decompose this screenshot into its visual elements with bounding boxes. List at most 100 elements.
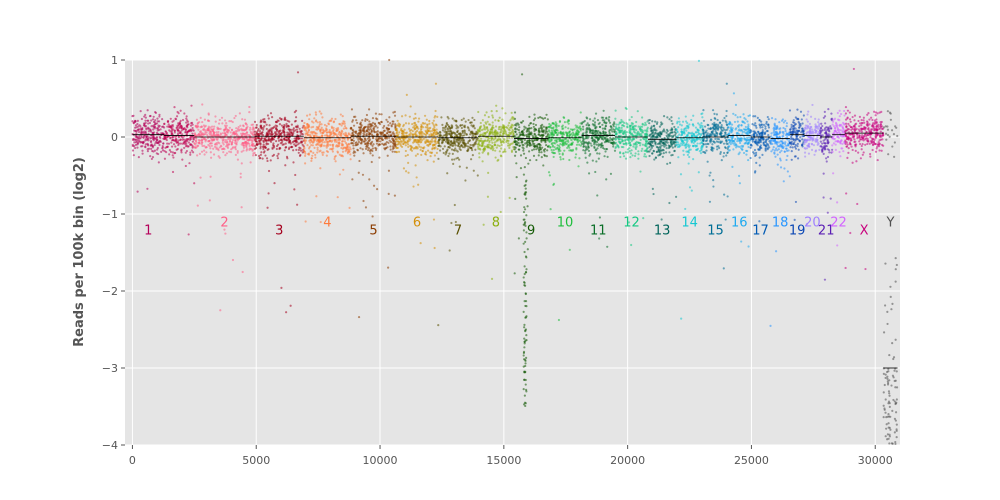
data-point <box>646 130 649 133</box>
data-point <box>667 133 670 136</box>
data-point <box>241 118 244 121</box>
data-point <box>503 128 506 131</box>
data-point <box>404 122 408 125</box>
data-point <box>276 154 279 157</box>
data-point <box>175 138 178 141</box>
data-point <box>599 136 602 139</box>
data-point <box>414 164 417 167</box>
data-point <box>699 125 702 129</box>
data-point <box>501 107 504 110</box>
data-point <box>605 178 608 181</box>
data-point <box>559 149 562 152</box>
data-point <box>644 149 647 152</box>
data-point <box>299 149 303 152</box>
data-point <box>316 148 319 151</box>
data-point <box>674 133 677 137</box>
data-point <box>524 240 527 243</box>
data-point <box>656 146 659 149</box>
data-point <box>163 157 167 160</box>
data-point <box>725 139 728 142</box>
data-point <box>498 138 502 141</box>
data-point <box>694 126 698 129</box>
data-point <box>343 140 346 143</box>
data-point <box>325 146 328 149</box>
data-point <box>334 160 337 163</box>
data-point <box>510 111 513 114</box>
data-point <box>327 130 331 134</box>
data-point <box>284 142 287 145</box>
data-point <box>296 130 299 133</box>
data-point <box>521 133 524 136</box>
data-point <box>512 130 515 133</box>
data-point <box>460 143 463 147</box>
data-point <box>523 208 527 211</box>
data-point <box>523 299 526 303</box>
data-point <box>567 120 570 123</box>
data-point <box>433 246 436 250</box>
data-point <box>242 149 245 152</box>
data-point <box>422 137 425 140</box>
data-point <box>343 125 347 128</box>
data-point <box>412 141 415 144</box>
data-point <box>690 140 694 143</box>
data-point <box>680 130 683 133</box>
data-point <box>639 144 642 147</box>
data-point <box>441 147 445 150</box>
data-point <box>685 125 688 128</box>
data-point <box>355 119 358 122</box>
data-point <box>632 138 636 141</box>
data-point <box>248 128 252 131</box>
data-point <box>350 108 354 111</box>
data-point <box>722 267 725 270</box>
data-point <box>332 143 335 146</box>
data-point <box>605 135 608 138</box>
data-point <box>617 126 621 129</box>
data-point <box>719 133 722 136</box>
data-point <box>705 129 708 132</box>
data-point <box>258 141 261 144</box>
data-point <box>316 151 319 154</box>
data-point <box>524 362 527 365</box>
data-point <box>637 141 640 144</box>
data-point <box>147 127 150 130</box>
data-point <box>381 138 384 141</box>
data-point <box>304 152 307 155</box>
data-point <box>156 120 159 123</box>
data-point <box>558 139 561 143</box>
data-point <box>702 109 705 112</box>
data-point <box>629 144 632 147</box>
data-point <box>222 143 225 146</box>
data-point <box>557 124 560 127</box>
data-point <box>233 116 236 120</box>
data-point <box>419 242 422 245</box>
data-point <box>217 155 220 158</box>
data-point <box>591 123 594 126</box>
data-point <box>519 138 522 141</box>
data-point <box>644 123 648 126</box>
data-point <box>522 149 525 152</box>
data-point <box>723 151 726 155</box>
data-point <box>481 143 484 147</box>
data-point <box>215 146 218 149</box>
data-point <box>521 143 524 146</box>
data-point <box>552 182 556 185</box>
data-point <box>556 146 559 149</box>
data-point <box>396 119 399 122</box>
data-point <box>690 189 693 192</box>
data-point <box>341 115 344 118</box>
data-point <box>395 140 398 143</box>
data-point <box>673 141 677 144</box>
data-point <box>205 151 208 154</box>
data-point <box>342 146 345 149</box>
data-point <box>445 122 448 126</box>
data-point <box>132 154 135 157</box>
data-point <box>617 123 620 126</box>
data-point <box>161 144 164 148</box>
data-point <box>618 131 621 134</box>
data-point <box>179 142 182 145</box>
data-point <box>485 131 488 134</box>
data-point <box>146 144 150 147</box>
data-point <box>703 125 707 128</box>
data-point <box>604 150 607 153</box>
data-point <box>386 146 389 149</box>
